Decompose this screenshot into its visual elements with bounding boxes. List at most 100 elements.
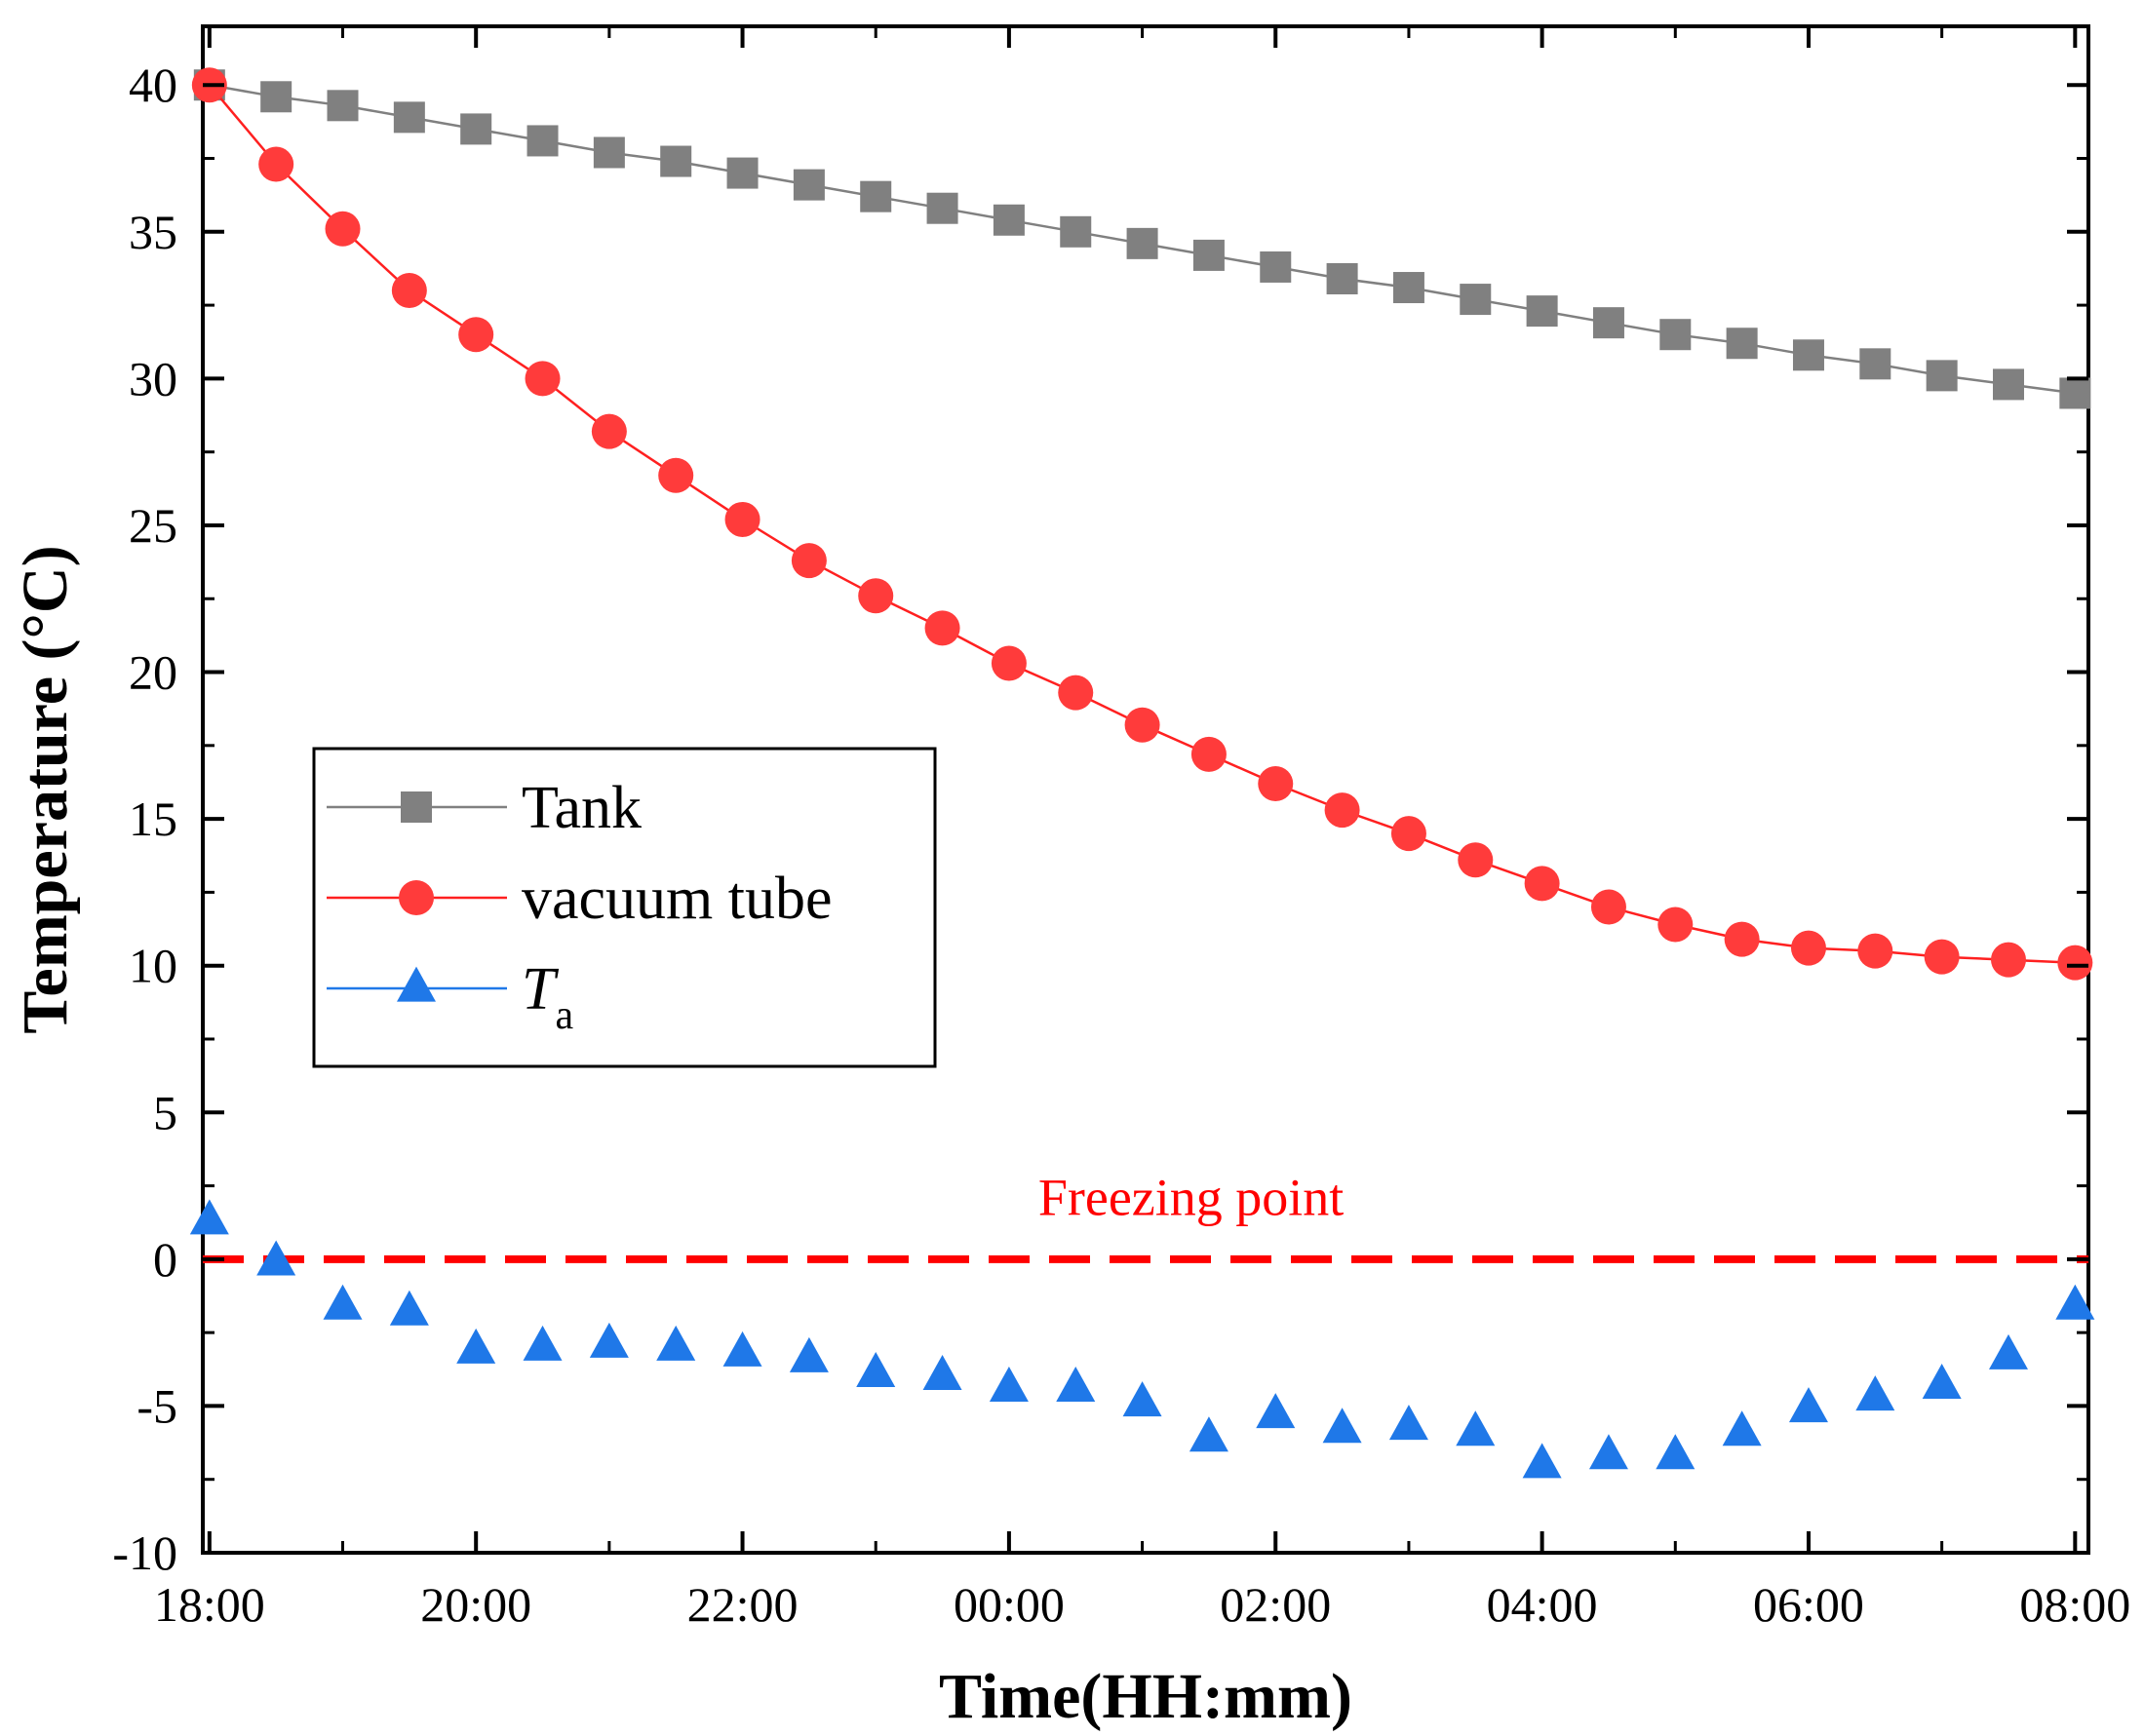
data-point xyxy=(1790,930,1826,966)
data-point xyxy=(256,1240,296,1276)
data-point xyxy=(391,273,427,309)
data-point xyxy=(1458,842,1494,878)
series-vacuum-tube xyxy=(191,67,2093,981)
data-point xyxy=(1124,707,1160,743)
data-point xyxy=(1256,1393,1296,1429)
data-point xyxy=(258,146,294,182)
data-point xyxy=(393,101,425,134)
data-point xyxy=(456,1328,496,1364)
data-point xyxy=(1388,1405,1428,1441)
y-tick-label: 40 xyxy=(129,58,177,112)
data-point xyxy=(1722,1410,1762,1447)
legend-label-sub: a xyxy=(555,993,573,1038)
data-point xyxy=(1857,933,1893,969)
data-point xyxy=(1524,866,1560,902)
data-point xyxy=(1522,1443,1562,1479)
y-tick-label: 35 xyxy=(129,205,177,259)
x-tick-label: 08:00 xyxy=(2019,1577,2130,1632)
data-point xyxy=(924,610,960,646)
data-point xyxy=(1190,736,1227,772)
legend-marker xyxy=(397,966,436,1002)
data-point xyxy=(793,169,825,201)
data-point xyxy=(525,361,561,397)
data-point xyxy=(591,413,627,449)
data-point xyxy=(1390,816,1426,852)
x-tick-label: 02:00 xyxy=(1220,1577,1331,1632)
data-point xyxy=(189,1199,229,1235)
data-point xyxy=(1724,921,1760,957)
data-point xyxy=(1258,765,1294,801)
data-point xyxy=(1322,1408,1362,1444)
data-point xyxy=(1659,319,1692,351)
y-tick-label: -10 xyxy=(112,1525,177,1580)
legend-label: Tank xyxy=(522,775,642,841)
data-point xyxy=(1990,942,2026,978)
data-point xyxy=(325,211,361,247)
data-point xyxy=(1855,1375,1895,1411)
legend-label-main: T xyxy=(522,956,560,1022)
x-tick-label: 04:00 xyxy=(1487,1577,1598,1632)
y-tick-label: 15 xyxy=(129,791,177,846)
legend-item: vacuum tube xyxy=(327,866,833,932)
data-point xyxy=(1656,1434,1696,1470)
y-tick-label: 5 xyxy=(153,1085,177,1139)
x-tick-label: 06:00 xyxy=(1753,1577,1864,1632)
plot-frame xyxy=(201,24,2090,1555)
data-point xyxy=(593,136,625,169)
data-point xyxy=(989,1367,1029,1403)
data-point xyxy=(1460,284,1492,316)
data-point xyxy=(260,81,292,113)
data-point xyxy=(1922,1364,1962,1400)
data-point xyxy=(1122,1381,1162,1417)
data-point xyxy=(2059,377,2091,409)
data-point xyxy=(1588,1434,1628,1470)
data-point xyxy=(658,457,694,493)
data-point xyxy=(1189,1416,1228,1452)
data-point xyxy=(1058,675,1094,711)
freezing-point-annotation: Freezing point xyxy=(1038,1169,1344,1227)
data-point xyxy=(660,145,692,177)
data-point xyxy=(1590,889,1626,925)
data-point xyxy=(1657,907,1694,943)
data-point xyxy=(1392,272,1424,304)
legend: Tank vacuum tube Ta xyxy=(312,747,937,1068)
data-point xyxy=(2057,945,2093,981)
data-point xyxy=(726,157,759,189)
series-ta xyxy=(189,1199,2095,1479)
data-point xyxy=(1859,348,1891,380)
data-point xyxy=(858,578,894,614)
data-point xyxy=(791,543,827,579)
data-point xyxy=(589,1322,629,1358)
data-point xyxy=(926,192,958,224)
data-point xyxy=(1326,262,1358,294)
legend-item: Ta xyxy=(327,956,573,1038)
data-point xyxy=(1926,360,1958,392)
data-point xyxy=(2055,1284,2095,1320)
data-point xyxy=(526,125,559,157)
data-point xyxy=(458,317,494,353)
data-point xyxy=(327,90,359,122)
x-tick-label: 22:00 xyxy=(687,1577,799,1632)
data-point xyxy=(922,1354,962,1390)
legend-marker xyxy=(401,791,432,823)
x-axis-title: Time(HH:mm) xyxy=(939,1661,1352,1732)
data-point xyxy=(1126,227,1158,259)
x-tick-label: 20:00 xyxy=(420,1577,531,1632)
data-point xyxy=(1056,1367,1096,1403)
y-tick-label: 30 xyxy=(129,351,177,405)
data-point xyxy=(460,113,492,145)
data-point xyxy=(1192,239,1225,271)
data-point xyxy=(523,1325,563,1361)
data-point xyxy=(1992,368,2024,401)
data-point xyxy=(860,180,892,212)
y-axis-title: Temperature (°C) xyxy=(10,545,81,1033)
data-point xyxy=(1726,328,1758,360)
data-point xyxy=(1526,295,1558,328)
data-point xyxy=(1788,1387,1828,1423)
legend-label: Ta xyxy=(522,956,573,1038)
data-point xyxy=(1060,215,1092,248)
data-point xyxy=(389,1290,429,1326)
data-point xyxy=(1260,251,1292,283)
y-tick-label: 20 xyxy=(129,645,177,700)
data-point xyxy=(1988,1333,2028,1370)
